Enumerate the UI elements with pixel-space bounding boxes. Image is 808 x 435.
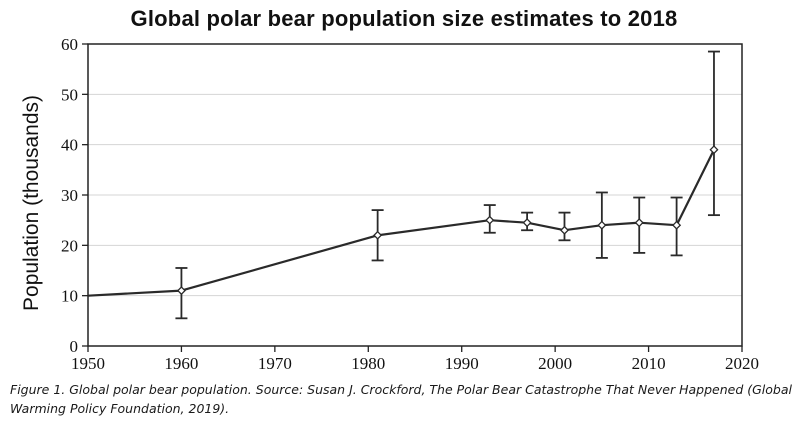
series-line: [87, 149, 715, 297]
data-point-2005: [597, 220, 607, 230]
x-tick-label-2000: 2000: [538, 354, 572, 373]
x-axis: 1950 1960 1970 1980 1990 2000 2010 2020: [71, 346, 759, 373]
y-tick-label-0: 0: [70, 337, 79, 356]
y-tick-label-20: 20: [61, 236, 78, 255]
chart-area: 1950 1960 1970 1980 1990 2000 2010 2020 0 10 20 30…: [20, 35, 759, 373]
y-tick-label-50: 50: [61, 85, 78, 104]
data-point-2017: [709, 145, 719, 155]
data-point-1960: [176, 286, 186, 296]
caption-line-2: Warming Policy Foundation, 2019).: [10, 401, 230, 416]
x-tick-label-2020: 2020: [725, 354, 759, 373]
data-point-2001: [559, 225, 570, 235]
x-tick-label-1960: 1960: [164, 354, 198, 373]
data-point-2009: [634, 218, 644, 228]
y-tick-label-40: 40: [61, 136, 78, 155]
x-tick-label-1980: 1980: [351, 354, 385, 373]
x-tick-label-1990: 1990: [445, 354, 479, 373]
data-point-1981: [373, 230, 383, 240]
data-point-1993: [485, 215, 495, 225]
x-tick-label-1950: 1950: [71, 354, 105, 373]
data-point-2013: [672, 220, 682, 230]
x-tick-label-1970: 1970: [258, 354, 292, 373]
y-tick-label-30: 30: [61, 186, 78, 205]
gridlines: [88, 93, 742, 297]
y-tick-label-60: 60: [61, 35, 78, 54]
data-point-1997: [522, 218, 532, 228]
chart-title: Global polar bear population size estima…: [130, 6, 678, 31]
y-axis-title: Population (thousands): [20, 95, 43, 311]
caption-line-1: Figure 1. Global polar bear population. …: [10, 382, 792, 397]
y-axis: 0 10 20 30 40 50 60: [61, 35, 88, 356]
figure-caption: Figure 1. Global polar bear population. …: [10, 380, 800, 418]
series-population-estimate: [87, 50, 720, 320]
x-tick-label-2010: 2010: [632, 354, 666, 373]
y-tick-label-10: 10: [61, 287, 78, 306]
